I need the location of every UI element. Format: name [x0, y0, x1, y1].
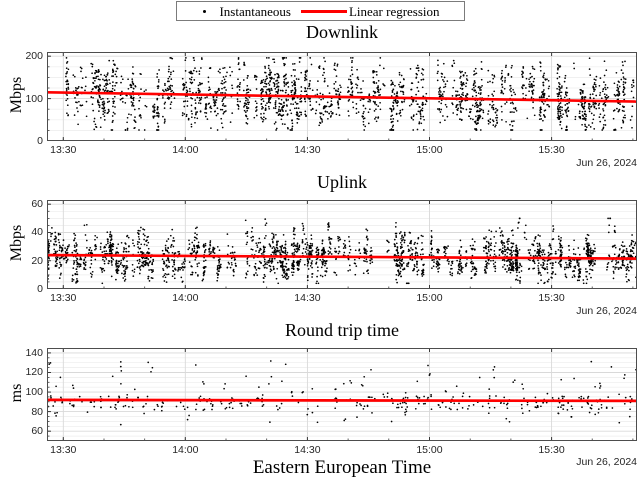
legend-label: Linear regression	[348, 3, 440, 19]
x-tick-label: 13:30	[50, 444, 77, 456]
y-tick-label: 40	[31, 226, 43, 239]
x-tick-label: 13:30	[50, 144, 77, 156]
y-tick-label: 120	[25, 366, 43, 379]
legend-item-instantaneous: Instantaneous	[201, 3, 291, 19]
x-tick-label: 14:30	[294, 444, 321, 456]
x-tick-label: 14:30	[294, 144, 321, 156]
x-tick-label: 15:00	[416, 444, 443, 456]
uplink-date-label: Jun 26, 2024	[576, 305, 637, 317]
uplink-plot-area	[47, 200, 637, 289]
x-tick-label: 14:30	[294, 292, 321, 304]
x-axis-label: Eastern European Time	[252, 457, 432, 478]
x-tick-label: 14:00	[172, 292, 199, 304]
x-tick-label: 15:30	[538, 444, 565, 456]
legend-item-linear-regression: Linear regression	[291, 5, 440, 18]
y-tick-label: 0	[37, 135, 43, 147]
y-tick-label: 60	[31, 425, 43, 438]
legend: Instantaneous Linear regression	[176, 1, 465, 21]
x-tick-label: 15:30	[538, 292, 565, 304]
x-tick-label: 15:30	[538, 144, 565, 156]
y-tick-label: 100	[25, 386, 43, 399]
uplink-title: Uplink	[316, 172, 367, 192]
downlink-title: Downlink	[306, 22, 378, 42]
x-tick-label: 13:30	[50, 292, 77, 304]
downlink-plot-area	[47, 52, 637, 141]
y-tick-label: 60	[31, 198, 43, 211]
rtt-title: Round trip time	[285, 320, 399, 340]
y-tick-label: 0	[37, 283, 43, 295]
x-tick-label: 15:00	[416, 144, 443, 156]
regression-line-icon	[300, 9, 347, 13]
y-tick-label: 100	[25, 92, 43, 105]
y-tick-label: 20	[31, 254, 43, 267]
y-tick-label: 140	[25, 346, 43, 359]
downlink-date-label: Jun 26, 2024	[576, 157, 637, 169]
scatter-dot-icon	[203, 9, 207, 13]
x-tick-label: 15:00	[416, 292, 443, 304]
y-tick-label: 200	[25, 50, 43, 63]
legend-label: Instantaneous	[219, 3, 291, 19]
y-tick-label: 80	[31, 405, 43, 418]
rtt-plot-area	[47, 348, 637, 441]
x-tick-label: 14:00	[172, 144, 199, 156]
rtt-date-label: Jun 26, 2024	[576, 456, 637, 468]
x-tick-label: 14:00	[172, 444, 199, 456]
